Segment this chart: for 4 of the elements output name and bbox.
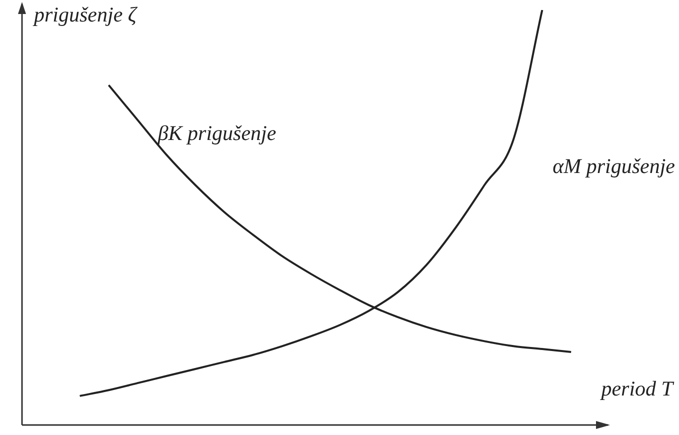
x-axis-title: period T [599,376,674,401]
series-label: βK prigušenje [156,121,276,146]
series-label: αM prigušenje [552,154,675,178]
y-axis-title: prigušenje ζ [32,2,138,27]
